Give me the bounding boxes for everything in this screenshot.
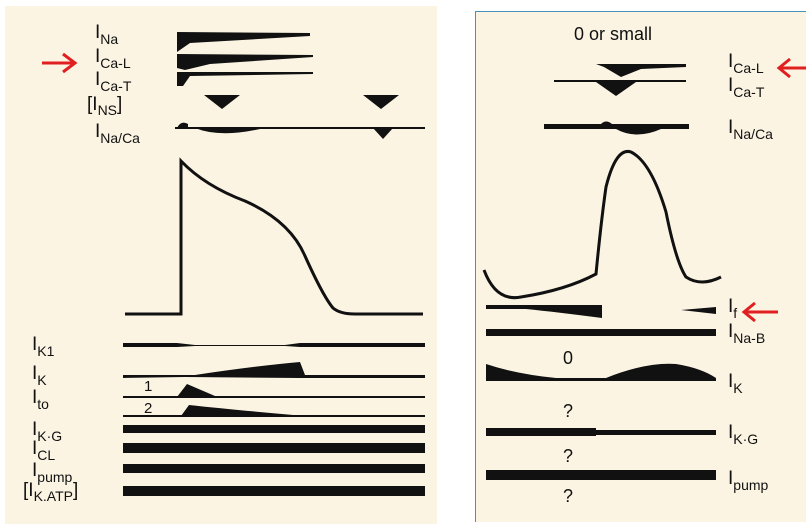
svg-text:ICa-L: ICa-L — [728, 51, 764, 76]
ikg-unknown-note: ? — [563, 401, 573, 421]
pacemaker-potential-curve — [482, 149, 722, 300]
svg-text:IK·G: IK·G — [728, 422, 758, 447]
svg-text:Ito: Ito — [32, 387, 49, 412]
svg-text:INa/Ca: INa/Ca — [95, 121, 140, 146]
label-inaca-right: INa/Ca — [728, 117, 773, 142]
svg-text:INa/Ca: INa/Ca — [728, 117, 773, 142]
label-ik1: IK1 — [32, 334, 55, 359]
trace-ipump — [123, 464, 425, 473]
label-ik-right: IK — [728, 371, 743, 396]
label-ins: [INS] — [87, 94, 122, 118]
label-ik: IK — [32, 363, 47, 388]
label-ikatp: [IK.ATP] — [23, 480, 78, 504]
trace-ica-t-right — [554, 80, 686, 96]
bottom-unknown-note: ? — [563, 486, 573, 506]
trace-icl — [123, 443, 425, 453]
trace-inaca-right — [544, 121, 689, 135]
label-ica-t-right: ICa-T — [728, 75, 765, 100]
svg-text:[IK.ATP]: [IK.ATP] — [23, 480, 78, 504]
action-potential-curve — [125, 157, 423, 316]
ito-phase-1: 1 — [144, 378, 152, 395]
left-arrow-icon — [42, 52, 78, 74]
label-if: If — [728, 296, 737, 321]
trace-ikg-right — [486, 428, 716, 436]
svg-text:ICa-L: ICa-L — [95, 46, 131, 71]
trace-ina — [177, 32, 310, 52]
left-diagram: INa ICa-L ICa-T [INS] INa/Ca IK1 IK Ito — [23, 22, 425, 504]
trace-ica-t — [177, 72, 313, 86]
trace-ikatp — [123, 486, 425, 496]
trace-inab — [486, 329, 716, 336]
label-ica-t: ICa-T — [95, 69, 132, 94]
label-ica-l-right: ICa-L — [728, 51, 764, 76]
ito-phase-2: 2 — [144, 400, 152, 417]
pump-unknown-note: ? — [563, 446, 573, 466]
label-ipump-right: Ipump — [728, 468, 769, 493]
label-inab: INa-B — [728, 321, 765, 346]
trace-ik1 — [123, 343, 425, 347]
trace-ito — [123, 384, 425, 417]
label-ikg-right: IK·G — [728, 422, 758, 447]
svg-text:IK1: IK1 — [32, 334, 55, 359]
trace-ins-2 — [363, 95, 399, 109]
svg-text:IK·G: IK·G — [32, 419, 62, 444]
svg-text:ICL: ICL — [32, 438, 55, 463]
trace-ik-right — [486, 363, 716, 381]
trace-ica-l — [177, 54, 313, 70]
right-arrow-if-icon — [741, 301, 778, 323]
svg-text:Ipump: Ipump — [728, 468, 769, 493]
label-ina: INa — [95, 22, 118, 47]
header-text: 0 or small — [574, 24, 652, 44]
svg-text:ICa-T: ICa-T — [728, 75, 765, 100]
label-ikg: IK·G — [32, 419, 62, 444]
svg-text:INa-B: INa-B — [728, 321, 765, 346]
trace-ica-l-right — [596, 64, 686, 77]
trace-ik — [123, 362, 425, 378]
svg-text:IK: IK — [728, 371, 743, 396]
right-panel: 0 or small ICa-L ICa-T INa/Ca If INa-B 0 — [475, 11, 806, 522]
left-panel: INa ICa-L ICa-T [INS] INa/Ca IK1 IK Ito — [5, 6, 437, 524]
svg-text:IK: IK — [32, 363, 47, 388]
svg-text:Ipump: Ipump — [32, 460, 73, 485]
right-arrow-top-icon — [776, 57, 806, 79]
label-icl: ICL — [32, 438, 55, 463]
label-inaca: INa/Ca — [95, 121, 140, 146]
trace-if — [486, 305, 716, 318]
label-ipump: Ipump — [32, 460, 73, 485]
label-ito: Ito — [32, 387, 49, 412]
trace-ipump-right — [486, 470, 716, 480]
ik-zero-note: 0 — [563, 348, 573, 368]
trace-ins-1 — [204, 95, 240, 109]
trace-inaca — [175, 122, 425, 139]
svg-text:INa: INa — [95, 22, 118, 47]
svg-text:If: If — [728, 296, 737, 321]
trace-ikg — [123, 425, 425, 433]
right-diagram: 0 or small ICa-L ICa-T INa/Ca If INa-B 0 — [482, 24, 806, 506]
svg-text:ICa-T: ICa-T — [95, 69, 132, 94]
svg-text:[INS]: [INS] — [87, 94, 122, 118]
label-ica-l: ICa-L — [95, 46, 131, 71]
